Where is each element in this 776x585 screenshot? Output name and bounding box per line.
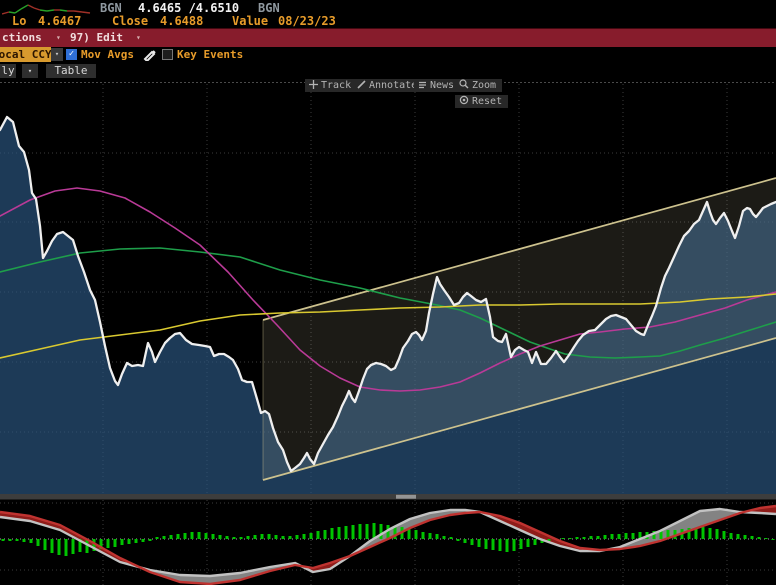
- value-date: 08/23/23: [278, 14, 336, 28]
- menu-bar: ctions ▾ 97) Edit ▾: [0, 28, 776, 47]
- macd-signal-line: [0, 507, 776, 578]
- edit-menu[interactable]: 97) Edit: [70, 31, 123, 44]
- ma-green: [0, 247, 776, 359]
- actions-menu[interactable]: ctions: [2, 31, 42, 44]
- period-table-toolbar: ly ▾ Table: [0, 63, 776, 81]
- track-button[interactable]: Track: [305, 79, 358, 92]
- period-dropdown-fragment[interactable]: ly: [0, 64, 16, 78]
- edit-caret-icon[interactable]: ▾: [136, 33, 141, 42]
- zoom-button[interactable]: Zoom: [455, 79, 503, 92]
- annotate-pencil-icon: [357, 80, 366, 89]
- macd-line: [0, 504, 776, 585]
- close-value: 4.6488: [160, 14, 204, 28]
- pencil-icon[interactable]: [143, 48, 156, 61]
- annotate-button[interactable]: Annotate: [353, 79, 424, 92]
- magnifier-icon: [459, 79, 469, 89]
- chart-options-toolbar: Local CCY ▾ ✓ Mov Avgs Key Events: [0, 47, 776, 63]
- currency-caret-icon[interactable]: ▾: [51, 48, 63, 61]
- quote-header: BGN 4.6465 /4.6510 BGN Lo 4.6467 Close 4…: [0, 0, 776, 28]
- low-label: Lo: [12, 14, 27, 28]
- key-events-label[interactable]: Key Events: [177, 48, 244, 61]
- panel-scrollbar-handle[interactable]: [396, 494, 416, 499]
- close-label: Close: [112, 14, 149, 28]
- price-line: [0, 115, 776, 473]
- macd-histogram: [1, 523, 775, 556]
- key-events-checkbox[interactable]: [162, 49, 173, 60]
- news-lines-icon: [419, 81, 426, 89]
- macd-panel: [0, 504, 776, 585]
- bid-ask-price: 4.6465 /4.6510: [138, 1, 240, 15]
- reset-target-icon: [459, 95, 469, 105]
- panel-scrollbar-track: [0, 494, 776, 500]
- mov-avgs-label[interactable]: Mov Avgs: [81, 48, 134, 61]
- currency-dropdown[interactable]: Local CCY: [0, 47, 51, 62]
- reset-button[interactable]: Reset: [455, 95, 509, 108]
- table-button[interactable]: Table: [46, 64, 96, 78]
- bgn-label-left: BGN: [100, 1, 122, 15]
- mov-avgs-checkbox[interactable]: ✓: [66, 49, 77, 60]
- intraday-sparkline: [2, 4, 91, 15]
- price-area-fill: [0, 117, 776, 494]
- period-caret-icon[interactable]: ▾: [22, 64, 38, 78]
- price-chart-canvas[interactable]: [0, 82, 776, 585]
- regression-channel: [262, 177, 776, 481]
- crosshair-icon: [309, 80, 318, 89]
- ma-yellow: [0, 293, 776, 359]
- news-button[interactable]: News: [414, 79, 461, 92]
- low-value: 4.6467: [38, 14, 82, 28]
- actions-caret-icon[interactable]: ▾: [56, 33, 61, 42]
- bgn-label-right: BGN: [258, 1, 280, 15]
- value-label: Value: [232, 14, 269, 28]
